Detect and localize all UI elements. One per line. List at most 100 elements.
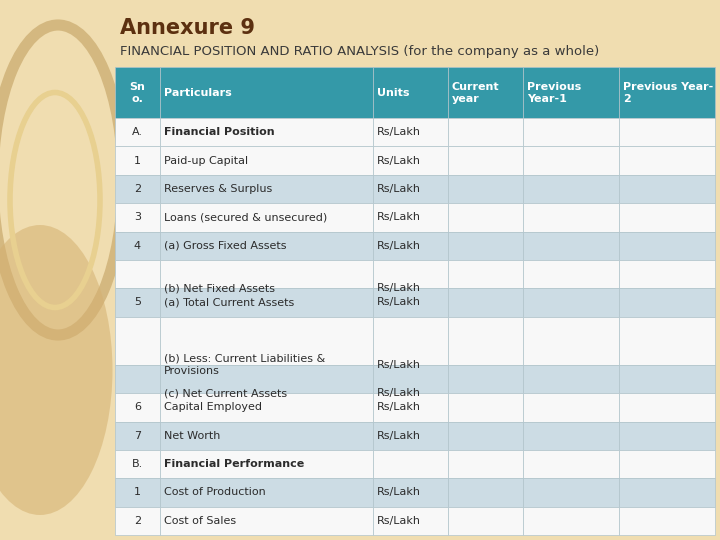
Bar — [448, 146, 523, 175]
Bar — [619, 118, 715, 146]
Bar — [523, 393, 619, 422]
Text: Rs/Lakh: Rs/Lakh — [377, 431, 421, 441]
Bar — [160, 260, 373, 288]
Text: Capital Employed: Capital Employed — [164, 402, 262, 413]
Bar — [115, 478, 160, 507]
Text: Rs/Lakh: Rs/Lakh — [377, 488, 421, 497]
Bar — [115, 422, 160, 450]
Bar — [619, 450, 715, 478]
Bar — [160, 450, 373, 478]
Text: Rs/Lakh: Rs/Lakh — [377, 298, 421, 307]
Text: 2: 2 — [134, 516, 141, 526]
Text: Paid-up Capital: Paid-up Capital — [164, 156, 248, 166]
Text: Current
year: Current year — [452, 82, 500, 104]
Text: 5: 5 — [134, 298, 141, 307]
Text: Rs/Lakh: Rs/Lakh — [377, 516, 421, 526]
Bar — [373, 175, 448, 203]
Bar — [115, 118, 160, 146]
Bar — [619, 393, 715, 422]
Bar — [373, 118, 448, 146]
Bar — [115, 203, 160, 232]
Bar — [373, 422, 448, 450]
Text: (a) Gross Fixed Assets: (a) Gross Fixed Assets — [164, 241, 287, 251]
Bar — [619, 316, 715, 365]
Bar — [115, 232, 160, 260]
Bar — [523, 118, 619, 146]
Text: Loans (secured & unsecured): Loans (secured & unsecured) — [164, 212, 328, 222]
Text: Rs/Lakh: Rs/Lakh — [377, 127, 421, 137]
Bar — [160, 175, 373, 203]
Bar — [619, 422, 715, 450]
Text: Rs/Lakh: Rs/Lakh — [377, 284, 421, 293]
Text: Cost of Sales: Cost of Sales — [164, 516, 236, 526]
Text: Sn
o.: Sn o. — [130, 82, 145, 104]
Text: Rs/Lakh: Rs/Lakh — [377, 402, 421, 413]
Bar — [523, 146, 619, 175]
Text: FINANCIAL POSITION AND RATIO ANALYSIS (for the company as a whole): FINANCIAL POSITION AND RATIO ANALYSIS (f… — [120, 45, 599, 58]
Bar — [619, 478, 715, 507]
Ellipse shape — [0, 225, 112, 515]
Bar — [160, 478, 373, 507]
Bar — [115, 365, 160, 393]
Bar — [115, 450, 160, 478]
Bar — [160, 365, 373, 393]
Bar — [448, 175, 523, 203]
Text: 4: 4 — [134, 241, 141, 251]
Bar — [160, 118, 373, 146]
Bar — [448, 316, 523, 365]
Text: B.: B. — [132, 459, 143, 469]
Text: Rs/Lakh: Rs/Lakh — [377, 388, 421, 398]
Bar — [115, 393, 160, 422]
Bar — [373, 393, 448, 422]
Text: Previous Year-
2: Previous Year- 2 — [623, 82, 714, 104]
Bar — [373, 260, 448, 288]
Text: Cost of Production: Cost of Production — [164, 488, 266, 497]
Bar — [619, 232, 715, 260]
Text: 3: 3 — [134, 212, 141, 222]
Text: 6: 6 — [134, 402, 141, 413]
Text: 1: 1 — [134, 488, 141, 497]
Bar — [373, 288, 448, 316]
Text: 2: 2 — [134, 184, 141, 194]
Bar — [619, 203, 715, 232]
Bar — [115, 146, 160, 175]
Bar — [448, 393, 523, 422]
Bar — [619, 175, 715, 203]
Text: Rs/Lakh: Rs/Lakh — [377, 212, 421, 222]
Bar — [448, 365, 523, 393]
Bar — [523, 232, 619, 260]
Bar — [523, 203, 619, 232]
Bar — [373, 146, 448, 175]
Text: Net Worth: Net Worth — [164, 431, 220, 441]
Bar — [523, 450, 619, 478]
Bar — [115, 67, 160, 118]
Bar — [115, 288, 160, 316]
Bar — [523, 422, 619, 450]
Text: Rs/Lakh: Rs/Lakh — [377, 184, 421, 194]
Bar — [160, 203, 373, 232]
Bar — [160, 393, 373, 422]
Text: Units: Units — [377, 87, 410, 98]
Text: Rs/Lakh: Rs/Lakh — [377, 156, 421, 166]
Bar — [373, 232, 448, 260]
Text: Rs/Lakh: Rs/Lakh — [377, 360, 421, 370]
Text: Annexure 9: Annexure 9 — [120, 18, 255, 38]
Text: A.: A. — [132, 127, 143, 137]
Bar — [160, 67, 373, 118]
Bar — [115, 175, 160, 203]
Bar — [523, 365, 619, 393]
Bar — [523, 478, 619, 507]
Bar — [448, 67, 523, 118]
Text: Reserves & Surplus: Reserves & Surplus — [164, 184, 272, 194]
Bar — [115, 507, 160, 535]
Bar — [619, 507, 715, 535]
Bar — [448, 478, 523, 507]
Bar — [160, 232, 373, 260]
Text: Rs/Lakh: Rs/Lakh — [377, 241, 421, 251]
Bar — [373, 450, 448, 478]
Bar — [619, 146, 715, 175]
Bar — [373, 316, 448, 365]
Bar — [448, 232, 523, 260]
Text: 1: 1 — [134, 156, 141, 166]
Bar — [448, 422, 523, 450]
